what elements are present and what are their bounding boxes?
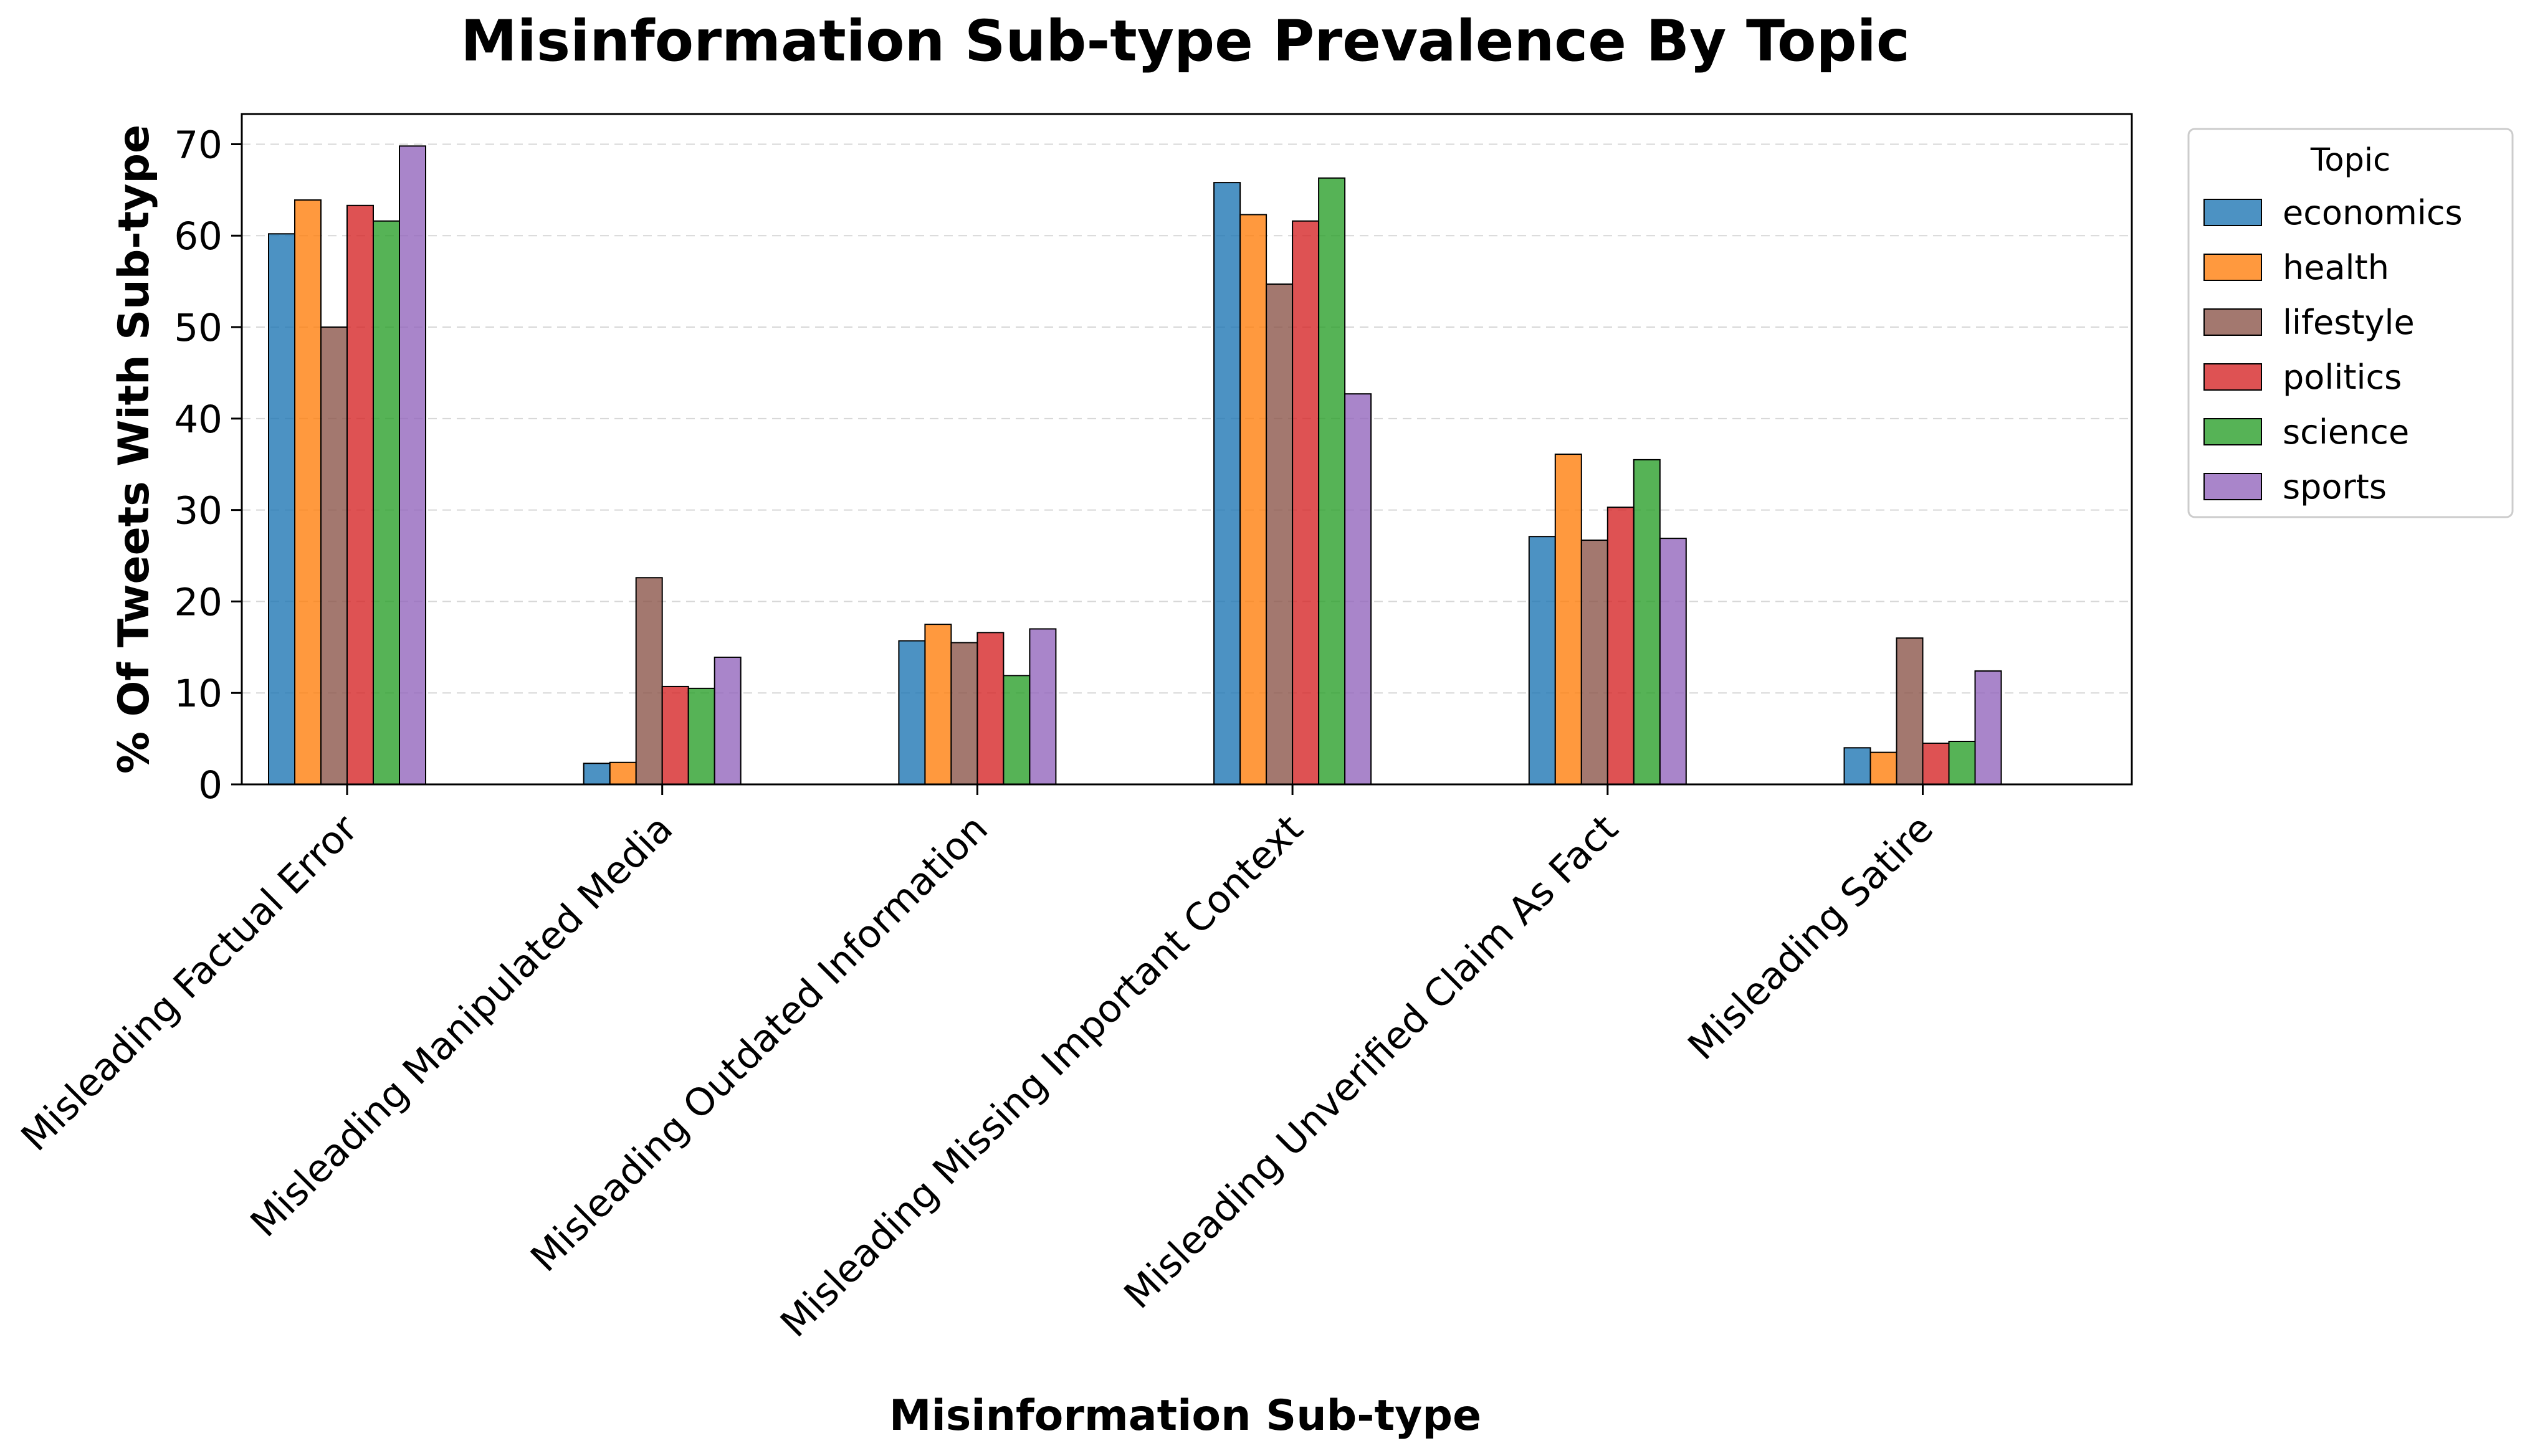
bar-health xyxy=(1554,454,1582,785)
y-axis-label: % Of Tweets With Sub-type xyxy=(110,125,159,774)
y-tick-label: 60 xyxy=(174,214,222,259)
bar-lifestyle xyxy=(1896,637,1924,786)
y-tick-label: 50 xyxy=(174,306,222,350)
bar-politics xyxy=(976,632,1005,785)
bar-science xyxy=(1318,177,1346,785)
bar-lifestyle xyxy=(1266,283,1294,785)
legend-label-economics: economics xyxy=(2283,193,2463,232)
y-tick-label: 20 xyxy=(174,580,222,624)
bar-politics xyxy=(661,685,689,785)
bar-science xyxy=(1633,459,1661,785)
bar-science xyxy=(1003,675,1031,786)
bar-economics xyxy=(1843,747,1871,785)
legend-label-politics: politics xyxy=(2283,358,2402,397)
chart-title: Misinformation Sub-type Prevalence By To… xyxy=(461,9,1910,74)
x-axis-label: Misinformation Sub-type xyxy=(889,1391,1481,1440)
bar-science xyxy=(373,220,400,785)
bar-science xyxy=(687,687,715,786)
bar-economics xyxy=(1213,182,1241,785)
bar-health xyxy=(294,199,322,786)
bar-lifestyle xyxy=(320,326,348,785)
bar-lifestyle xyxy=(950,642,978,786)
legend-swatch-economics xyxy=(2203,199,2262,226)
legend-label-sports: sports xyxy=(2283,467,2387,507)
bar-politics xyxy=(346,204,374,785)
bar-health xyxy=(1869,751,1897,785)
bar-science xyxy=(1948,741,1976,786)
y-tick-label: 70 xyxy=(174,123,222,167)
bar-sports xyxy=(714,656,742,785)
plot-area-frame xyxy=(241,113,2133,786)
bar-economics xyxy=(583,763,611,786)
bar-lifestyle xyxy=(1580,540,1608,785)
legend-swatch-lifestyle xyxy=(2203,308,2262,336)
bar-politics xyxy=(1922,742,1950,786)
legend-swatch-sports xyxy=(2203,473,2262,500)
bar-economics xyxy=(1528,536,1556,786)
bar-sports xyxy=(399,145,426,785)
y-axis: 0 10 20 30 40 50 60 70 xyxy=(174,123,242,807)
bar-sports xyxy=(1659,538,1687,785)
bar-economics xyxy=(268,233,295,786)
bar-sports xyxy=(1344,393,1372,785)
legend-label-lifestyle: lifestyle xyxy=(2283,303,2415,342)
y-tick-label: 40 xyxy=(174,397,222,442)
bar-health xyxy=(924,624,952,786)
legend-label-health: health xyxy=(2283,248,2389,287)
legend: Topic economics health lifestyle politics sc… xyxy=(2187,128,2514,518)
bar-politics xyxy=(1606,507,1635,785)
bar-economics xyxy=(898,640,926,786)
legend-title: Topic xyxy=(2310,142,2390,179)
legend-swatch-health xyxy=(2203,254,2262,281)
bars xyxy=(268,145,2002,786)
bar-health xyxy=(609,761,637,785)
legend-swatch-science xyxy=(2203,418,2262,445)
y-tick-label: 10 xyxy=(174,672,222,716)
bar-sports xyxy=(1974,670,2002,786)
legend-swatch-politics xyxy=(2203,363,2262,391)
bar-health xyxy=(1239,214,1267,785)
bar-lifestyle xyxy=(635,577,663,785)
bar-politics xyxy=(1292,220,1320,785)
legend-label-science: science xyxy=(2283,412,2409,452)
y-tick-label: 30 xyxy=(174,489,222,533)
legend-items: economics health lifestyle politics science s… xyxy=(2203,193,2463,507)
legend-frame xyxy=(2187,128,2514,518)
y-tick-label: 0 xyxy=(198,763,222,807)
bar-sports xyxy=(1029,628,1057,785)
